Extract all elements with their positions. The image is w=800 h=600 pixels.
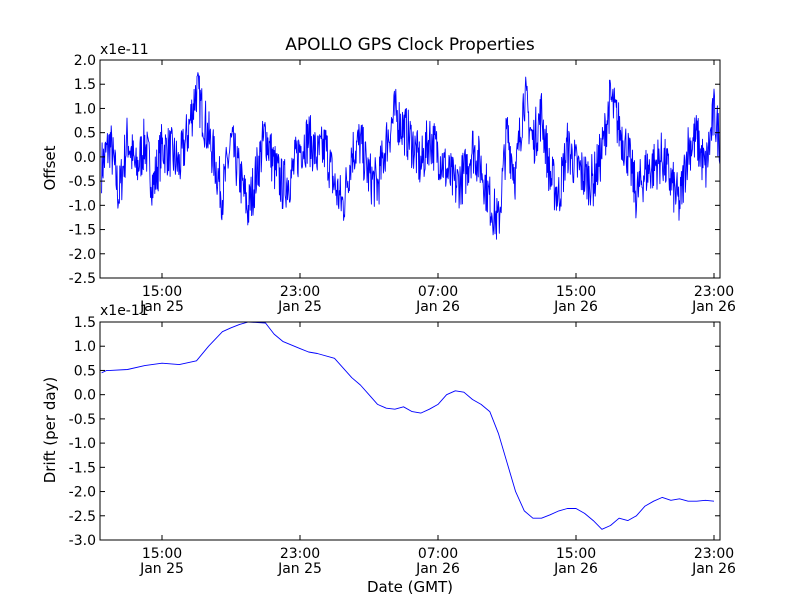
bottom-x-tick-label-date: Jan 25 xyxy=(139,561,184,577)
top-y-tick-label: 0.5 xyxy=(74,126,96,142)
bottom-x-tick-label-time: 23:00 xyxy=(280,546,320,562)
top-y-tick-label: -1.0 xyxy=(69,198,96,214)
bottom-x-tick-label-date: Jan 26 xyxy=(415,561,460,577)
bottom-chart: 1.5 1.0 0.5 0.0 -0.5 -1.0 -1.5 -2.0 -2.5 -3.0 15:0… xyxy=(69,315,736,577)
top-chart: 2.0 1.5 1.0 0.5 0.0 -0.5 -1.0 -1.5 -2.0 -2.5 15:00… xyxy=(69,53,736,315)
x-axis-label: Date (GMT) xyxy=(367,578,453,596)
top-x-tick-label-date: Jan 26 xyxy=(553,299,598,315)
bottom-x-tick-label-date: Jan 26 xyxy=(553,561,598,577)
top-y-tick-label: -0.5 xyxy=(69,174,96,190)
bottom-y-multiplier: x1e-11 xyxy=(100,303,149,319)
top-plot-frame xyxy=(99,59,721,279)
bottom-x-tick-label-time: 15:00 xyxy=(142,546,182,562)
bottom-y-tick-label: 1.0 xyxy=(74,339,96,355)
top-x-tick-label-date: Jan 26 xyxy=(415,299,460,315)
top-y-tick-label: -1.5 xyxy=(69,223,96,239)
bottom-plot-frame xyxy=(99,321,721,541)
top-x-tick-label-time: 23:00 xyxy=(694,284,734,300)
top-y-tick-label: 0.0 xyxy=(74,150,96,166)
top-y-tick-label: 1.0 xyxy=(74,101,96,117)
bottom-y-tick-label: -0.5 xyxy=(69,412,96,428)
top-y-tick-label: -2.5 xyxy=(69,271,96,287)
bottom-y-tick-label: -2.5 xyxy=(69,509,96,525)
top-x-tick-label-date: Jan 25 xyxy=(139,299,184,315)
bottom-x-tick-label-date: Jan 25 xyxy=(277,561,322,577)
bottom-y-tick-label: -2.0 xyxy=(69,485,96,501)
bottom-y-axis-label: Drift (per day) xyxy=(41,377,59,484)
bottom-x-tick-label-time: 07:00 xyxy=(418,546,458,562)
top-y-multiplier: x1e-11 xyxy=(100,42,149,58)
bottom-x-tick-label-date: Jan 26 xyxy=(691,561,736,577)
bottom-series-line xyxy=(101,321,715,530)
bottom-y-tick-label: 0.5 xyxy=(74,363,96,379)
top-x-tick-label-date: Jan 25 xyxy=(277,299,322,315)
bottom-y-tick-label: -1.5 xyxy=(69,460,96,476)
bottom-y-tick-label: -3.0 xyxy=(69,533,96,549)
top-x-tick-label-time: 07:00 xyxy=(418,284,458,300)
bottom-y-tick-label: -1.0 xyxy=(69,436,96,452)
bottom-y-tick-label: 0.0 xyxy=(74,388,96,404)
bottom-y-tick-label: 1.5 xyxy=(74,315,96,331)
top-y-axis-label: Offset xyxy=(41,145,59,190)
top-series-line xyxy=(101,72,721,240)
chart-title: APOLLO GPS Clock Properties xyxy=(285,35,535,55)
top-x-tick-label-date: Jan 26 xyxy=(691,299,736,315)
top-x-tick-label-time: 15:00 xyxy=(556,284,596,300)
bottom-x-tick-label-time: 23:00 xyxy=(694,546,734,562)
top-x-tick-label-time: 15:00 xyxy=(142,284,182,300)
top-y-tick-label: -2.0 xyxy=(69,247,96,263)
top-x-tick-label-time: 23:00 xyxy=(280,284,320,300)
top-y-tick-label: 1.5 xyxy=(74,77,96,93)
bottom-x-tick-label-time: 15:00 xyxy=(556,546,596,562)
top-y-tick-label: 2.0 xyxy=(74,53,96,69)
